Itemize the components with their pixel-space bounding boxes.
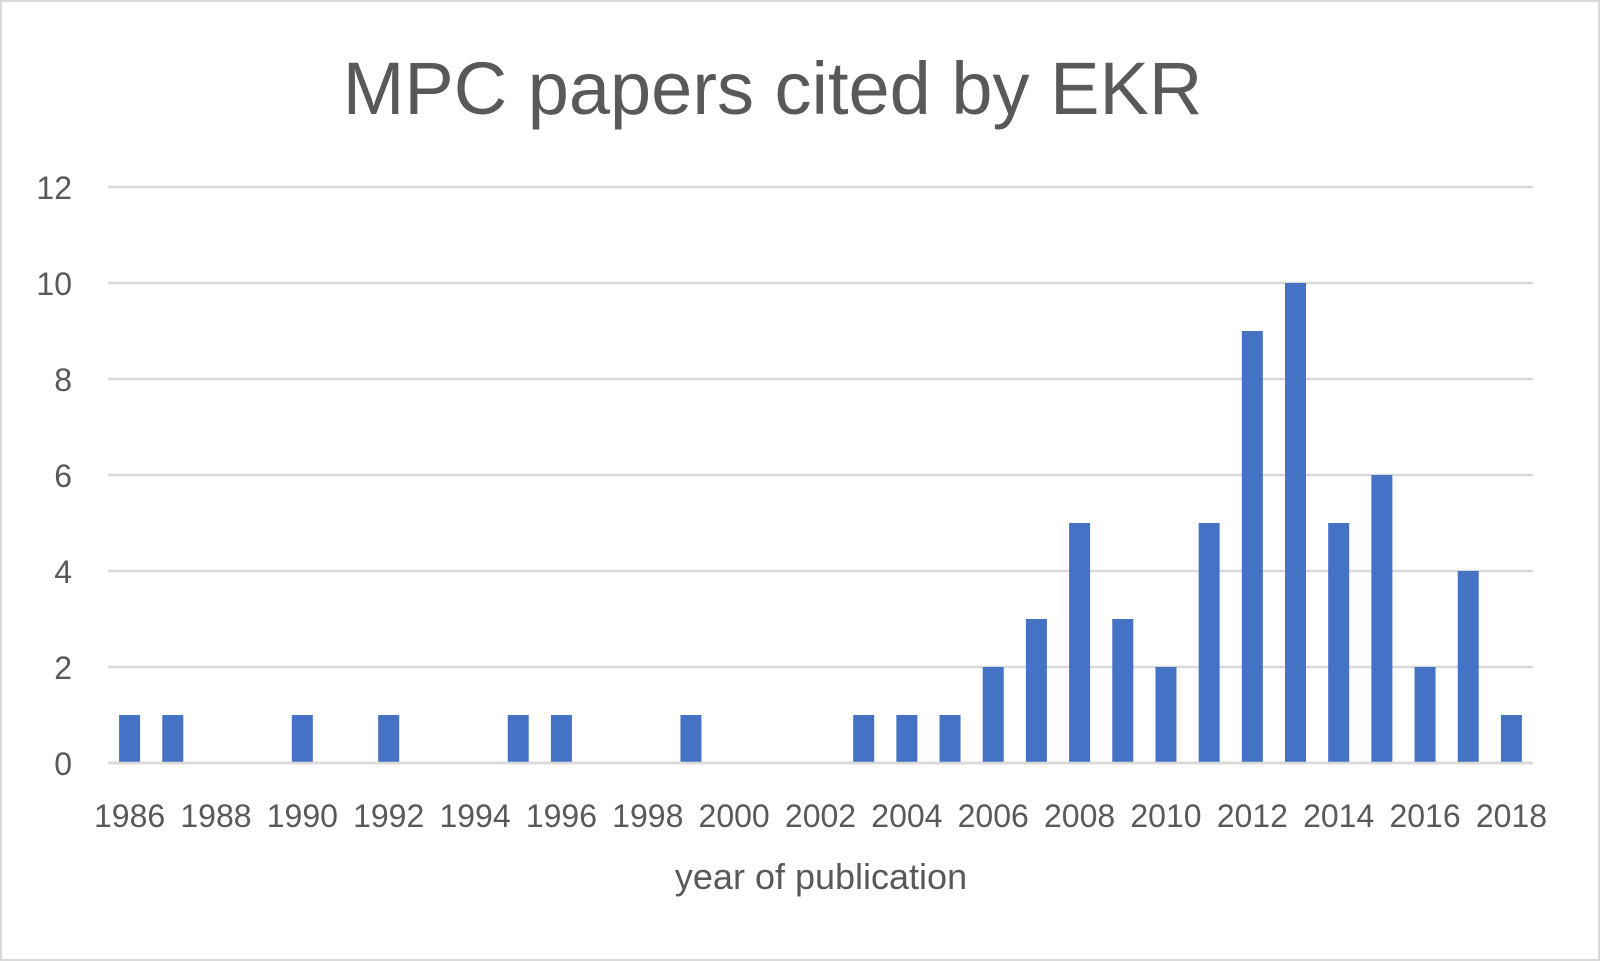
x-tick-label: 2010 bbox=[1130, 798, 1201, 834]
x-tick-label: 1988 bbox=[180, 798, 251, 834]
x-tick-label: 1996 bbox=[526, 798, 597, 834]
y-tick-label: 10 bbox=[36, 266, 72, 302]
x-tick-label: 1986 bbox=[94, 798, 165, 834]
x-tick-label: 2004 bbox=[871, 798, 942, 834]
x-tick-label: 1998 bbox=[612, 798, 683, 834]
x-tick-label: 2008 bbox=[1044, 798, 1115, 834]
bar-1990 bbox=[291, 715, 313, 763]
y-tick-label: 4 bbox=[54, 554, 72, 590]
bar-2005 bbox=[939, 715, 961, 763]
y-tick-label: 0 bbox=[54, 746, 72, 782]
bar-2012 bbox=[1241, 331, 1263, 763]
x-tick-label: 2014 bbox=[1303, 798, 1374, 834]
x-tick-label: 2000 bbox=[699, 798, 770, 834]
x-tick-label: 2012 bbox=[1217, 798, 1288, 834]
bar-2008 bbox=[1069, 523, 1091, 763]
bar-2007 bbox=[1025, 619, 1047, 763]
bar-2017 bbox=[1457, 571, 1479, 763]
y-tick-label: 8 bbox=[54, 362, 72, 398]
bar-2009 bbox=[1112, 619, 1134, 763]
bar-1987 bbox=[162, 715, 184, 763]
bars bbox=[108, 283, 1533, 765]
bar-2016 bbox=[1414, 667, 1436, 763]
x-axis-label: year of publication bbox=[674, 856, 968, 897]
bar-2004 bbox=[896, 715, 918, 763]
bar-2013 bbox=[1285, 283, 1306, 763]
y-tick-label: 6 bbox=[54, 458, 72, 494]
x-axis-tick-labels: 1986 1988 1990 1992 1994 1996 1998 2000 2002 2004… bbox=[94, 798, 1547, 834]
bar-1995 bbox=[507, 715, 529, 763]
bar-1992 bbox=[378, 715, 400, 763]
bar-1996 bbox=[550, 715, 572, 763]
x-tick-label: 2016 bbox=[1389, 798, 1460, 834]
bar-1999 bbox=[680, 715, 702, 763]
bar-2010 bbox=[1155, 667, 1177, 763]
y-tick-label: 12 bbox=[36, 170, 72, 206]
bar-1986 bbox=[119, 715, 141, 763]
x-tick-label: 2018 bbox=[1476, 798, 1547, 834]
chart-title: MPC papers cited by EKR bbox=[342, 47, 1203, 130]
x-tick-label: 2002 bbox=[785, 798, 856, 834]
gridlines bbox=[108, 185, 1533, 765]
x-tick-label: 1992 bbox=[353, 798, 424, 834]
y-axis-tick-labels: 0 2 4 6 8 10 12 bbox=[36, 170, 72, 782]
x-tick-label: 1994 bbox=[439, 798, 510, 834]
bar-2015 bbox=[1371, 475, 1393, 763]
y-tick-label: 2 bbox=[54, 650, 72, 686]
bar-2003 bbox=[853, 715, 875, 763]
bar-2011 bbox=[1198, 523, 1220, 763]
bar-2018 bbox=[1500, 715, 1522, 763]
bar-2014 bbox=[1328, 523, 1350, 763]
x-tick-label: 1990 bbox=[267, 798, 338, 834]
x-tick-label: 2006 bbox=[958, 798, 1029, 834]
bar-2006 bbox=[982, 667, 1004, 763]
